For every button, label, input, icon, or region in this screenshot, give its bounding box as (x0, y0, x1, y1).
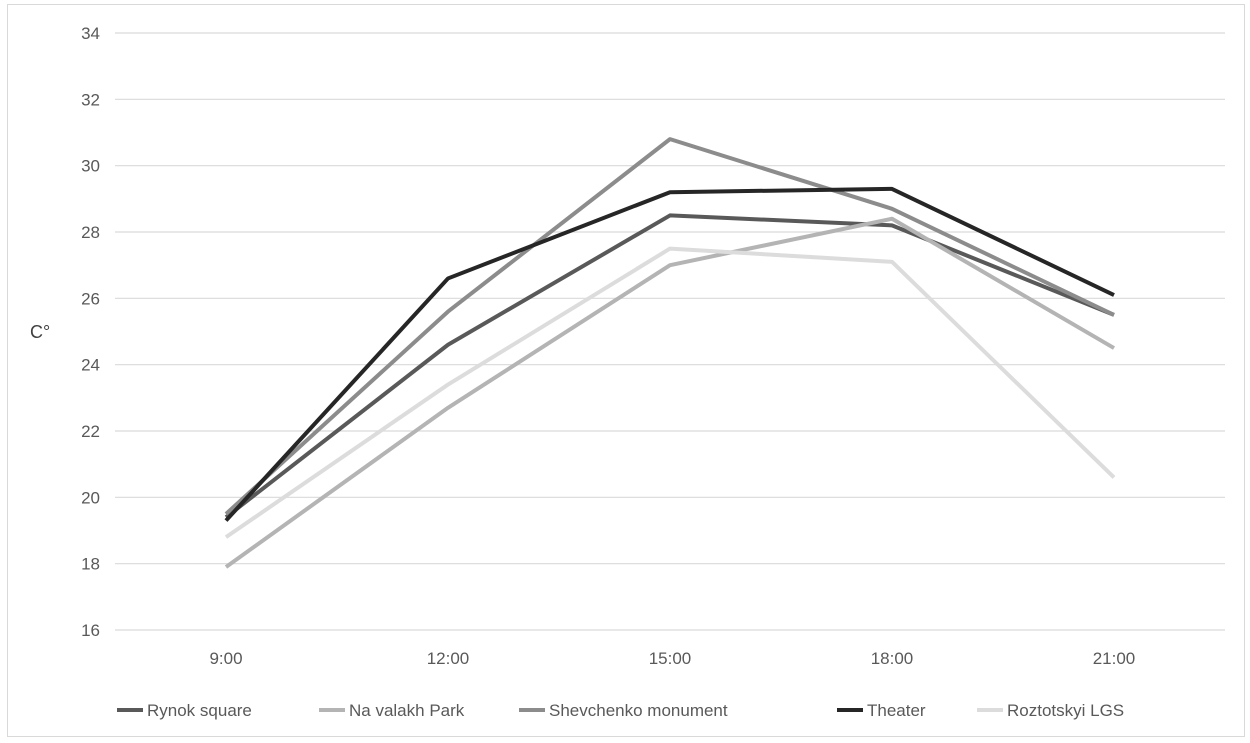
legend-item: Theater (837, 701, 926, 720)
x-tick-label: 18:00 (871, 649, 914, 668)
legend-label: Rynok square (147, 701, 252, 720)
series-line-shevchenko-monument (224, 137, 1115, 516)
y-tick-label: 30 (81, 157, 100, 176)
y-tick-label: 18 (81, 555, 100, 574)
x-tick-label: 15:00 (649, 649, 692, 668)
series-line-roztotskyi-lgs (224, 246, 1116, 539)
chart-frame (7, 4, 1245, 737)
x-tick-label: 21:00 (1093, 649, 1136, 668)
y-tick-label: 24 (81, 356, 100, 375)
legend-item: Shevchenko monument (519, 701, 728, 720)
y-tick-label: 22 (81, 422, 100, 441)
legend-label: Roztotskyi LGS (1007, 701, 1124, 720)
x-tick-label: 9:00 (209, 649, 242, 668)
legend-label: Na valakh Park (349, 701, 465, 720)
legend-item: Roztotskyi LGS (977, 701, 1124, 720)
x-axis-ticks: 9:00 12:00 15:00 18:00 21:00 (209, 649, 1135, 668)
series-line-theater (224, 186, 1115, 522)
series-lines (224, 137, 1116, 569)
y-tick-label: 28 (81, 223, 100, 242)
legend-item: Na valakh Park (319, 701, 465, 720)
legend-label: Shevchenko monument (549, 701, 728, 720)
gridlines (115, 32, 1225, 631)
legend-label: Theater (867, 701, 926, 720)
legend-item: Rynok square (117, 701, 252, 720)
series-line-rynok-square (224, 213, 1115, 519)
y-tick-label: 32 (81, 90, 100, 109)
series-line-na-valakh-park (224, 216, 1116, 569)
y-tick-label: 16 (81, 621, 100, 640)
legend: Rynok square Na valakh Park Shevchenko mon… (117, 701, 1124, 720)
y-axis-ticks: 16 18 20 22 24 26 28 30 32 34 (81, 24, 100, 640)
x-tick-label: 12:00 (427, 649, 470, 668)
y-tick-label: 34 (81, 24, 100, 43)
y-tick-label: 26 (81, 289, 100, 308)
y-tick-label: 20 (81, 488, 100, 507)
y-axis-label: C° (30, 322, 50, 342)
